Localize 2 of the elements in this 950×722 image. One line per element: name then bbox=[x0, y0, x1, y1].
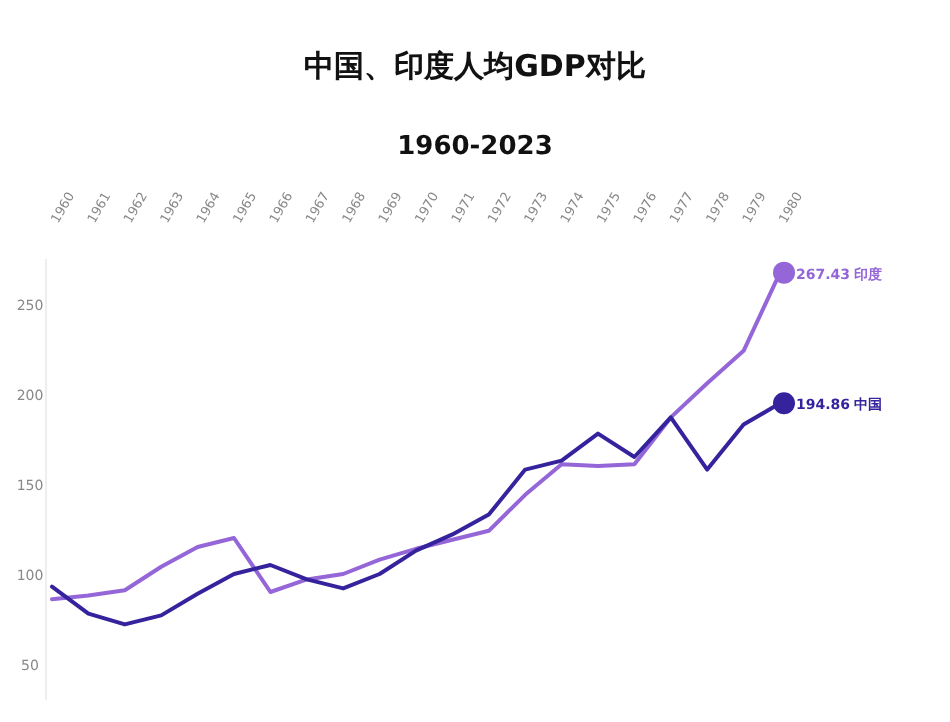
chart-subtitle: 1960-2023 bbox=[397, 132, 553, 162]
chart-title: 中国、印度人均GDP对比 bbox=[304, 48, 646, 84]
